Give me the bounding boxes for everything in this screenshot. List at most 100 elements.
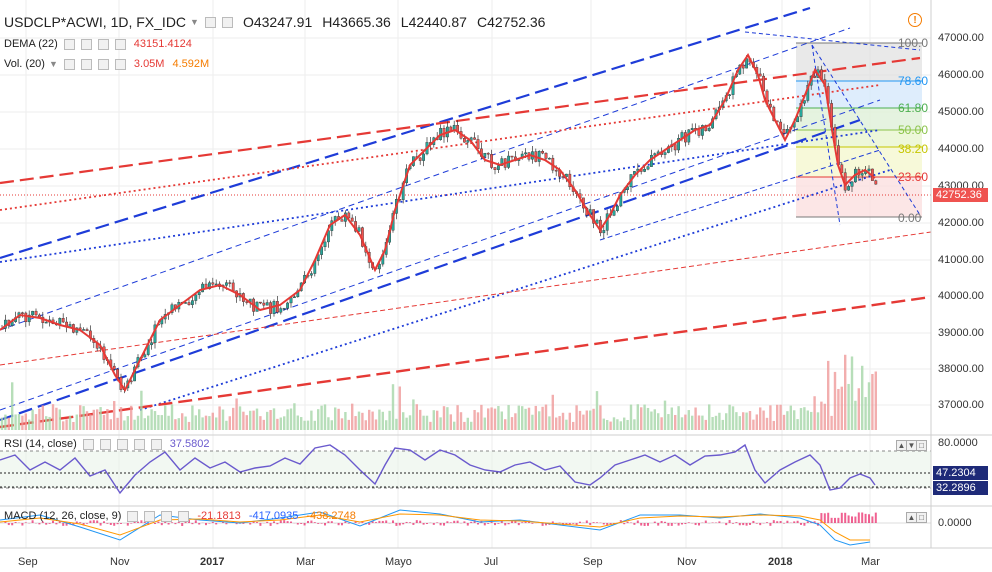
candle-body: [874, 180, 878, 185]
macd-histogram-bar: [463, 521, 466, 523]
macd-label[interactable]: MACD (12, 26, close, 9): [4, 510, 122, 522]
volume-bar: [453, 421, 456, 430]
macd-histogram-bar: [330, 521, 333, 523]
volume-bar: [422, 415, 425, 430]
macd-histogram-bar: [786, 520, 789, 523]
candle-body: [476, 139, 480, 150]
candle-body: [840, 164, 844, 173]
price-tick: 42000.00: [938, 217, 984, 229]
candle-body: [31, 310, 34, 316]
volume-bar: [211, 412, 214, 430]
candle-body: [548, 157, 551, 160]
rsi-value-tag: 32.2896: [933, 481, 988, 495]
dema-label[interactable]: DEMA (22): [4, 38, 58, 50]
macd-histogram-bar: [211, 521, 214, 523]
price-axis[interactable]: 47000.00 46000.00 45000.00 44000.00 4300…: [932, 0, 992, 430]
rsi-value: 37.5802: [169, 438, 210, 450]
volume-bars: [0, 354, 877, 430]
symbol-title[interactable]: USDCLP*ACWI, 1D, FX_IDC: [4, 14, 187, 30]
volume-bar: [827, 360, 830, 430]
rsi-label[interactable]: RSI (14, close): [4, 438, 77, 450]
volume-bar: [646, 407, 650, 430]
chevron-down-icon[interactable]: ▼: [190, 17, 199, 27]
eye-icon[interactable]: [63, 58, 75, 70]
plus-icon[interactable]: [97, 58, 109, 70]
macd-histogram-bar: [415, 520, 418, 523]
candle-body: [340, 219, 344, 222]
macd-histogram-bar: [167, 523, 170, 525]
fib-level-label: 23.60: [898, 170, 929, 184]
close-icon[interactable]: [114, 38, 126, 50]
volume-bar: [555, 417, 558, 430]
close-icon[interactable]: [133, 438, 145, 450]
chevron-down-icon[interactable]: ▼: [48, 59, 58, 69]
macd-axis[interactable]: 0.0000: [932, 507, 992, 547]
volume-bar: [306, 420, 310, 430]
close-icon[interactable]: [114, 58, 126, 70]
price-tick: 46000.00: [938, 69, 984, 81]
eye-icon[interactable]: [82, 438, 94, 450]
rsi-axis[interactable]: 80.0000: [932, 436, 992, 504]
dema-legend: DEMA (22) 43151.4124: [4, 38, 192, 50]
volume-bar: [738, 416, 741, 430]
eye-icon[interactable]: [204, 16, 216, 28]
macd-histogram-bar: [470, 521, 473, 523]
candle-body: [310, 273, 313, 276]
volume-bar: [643, 404, 646, 430]
plus-icon[interactable]: [116, 438, 128, 450]
volume-bar: [721, 419, 724, 430]
candle-body: [197, 291, 201, 295]
macd-histogram-bar: [439, 523, 442, 526]
gear-icon[interactable]: [99, 438, 111, 450]
macd-histogram-bar: [541, 523, 544, 526]
gear-icon[interactable]: [80, 38, 92, 50]
candle-body: [850, 181, 854, 187]
volume-bar: [351, 403, 354, 430]
plus-icon[interactable]: [97, 38, 109, 50]
volume-bar: [599, 405, 602, 430]
volume-bar: [174, 419, 177, 430]
macd-histogram-bar: [137, 521, 139, 523]
volume-bar: [623, 417, 626, 430]
more-icon[interactable]: [150, 438, 162, 450]
gear-icon[interactable]: [221, 16, 233, 28]
gear-icon[interactable]: [144, 510, 156, 522]
pane-maximize-button[interactable]: □: [916, 512, 927, 523]
macd-histogram-bar: [725, 523, 728, 526]
alert-icon[interactable]: !: [908, 13, 922, 27]
gear-icon[interactable]: [80, 58, 92, 70]
candle-body: [646, 166, 650, 170]
volume-label[interactable]: Vol. (20): [4, 58, 45, 70]
eye-icon[interactable]: [127, 510, 139, 522]
volume-bar: [361, 412, 364, 430]
macd-histogram-bar: [874, 512, 877, 523]
plus-icon[interactable]: [161, 510, 173, 522]
macd-histogram-bar: [426, 523, 428, 525]
macd-histogram-bar: [698, 523, 700, 526]
pane-maximize-button[interactable]: □: [916, 440, 927, 451]
macd-histogram-bar: [109, 523, 112, 525]
macd-histogram-bar: [409, 522, 411, 523]
close-icon[interactable]: [178, 510, 190, 522]
volume-bar: [480, 404, 483, 430]
macd-histogram-bar: [160, 523, 163, 526]
macd-histogram-bar: [215, 523, 218, 525]
macd-histogram-bar: [827, 512, 830, 523]
volume-bar: [208, 416, 211, 430]
volume-bar: [653, 409, 656, 430]
volume-bar: [463, 421, 466, 430]
macd-histogram-bar: [392, 520, 394, 523]
macd-histogram-bar: [851, 516, 853, 523]
macd-histogram-bar: [813, 521, 816, 523]
candle-body: [347, 212, 351, 219]
volume-bar: [276, 418, 279, 430]
volume-bar: [565, 419, 568, 430]
macd-histogram-bar: [657, 523, 660, 526]
volume-bar: [793, 410, 796, 430]
volume-bar: [272, 408, 276, 430]
dema-value: 43151.4124: [133, 38, 192, 50]
eye-icon[interactable]: [63, 38, 75, 50]
macd-histogram-bar: [766, 522, 768, 523]
rsi-legend: RSI (14, close) 37.5802: [4, 438, 210, 450]
